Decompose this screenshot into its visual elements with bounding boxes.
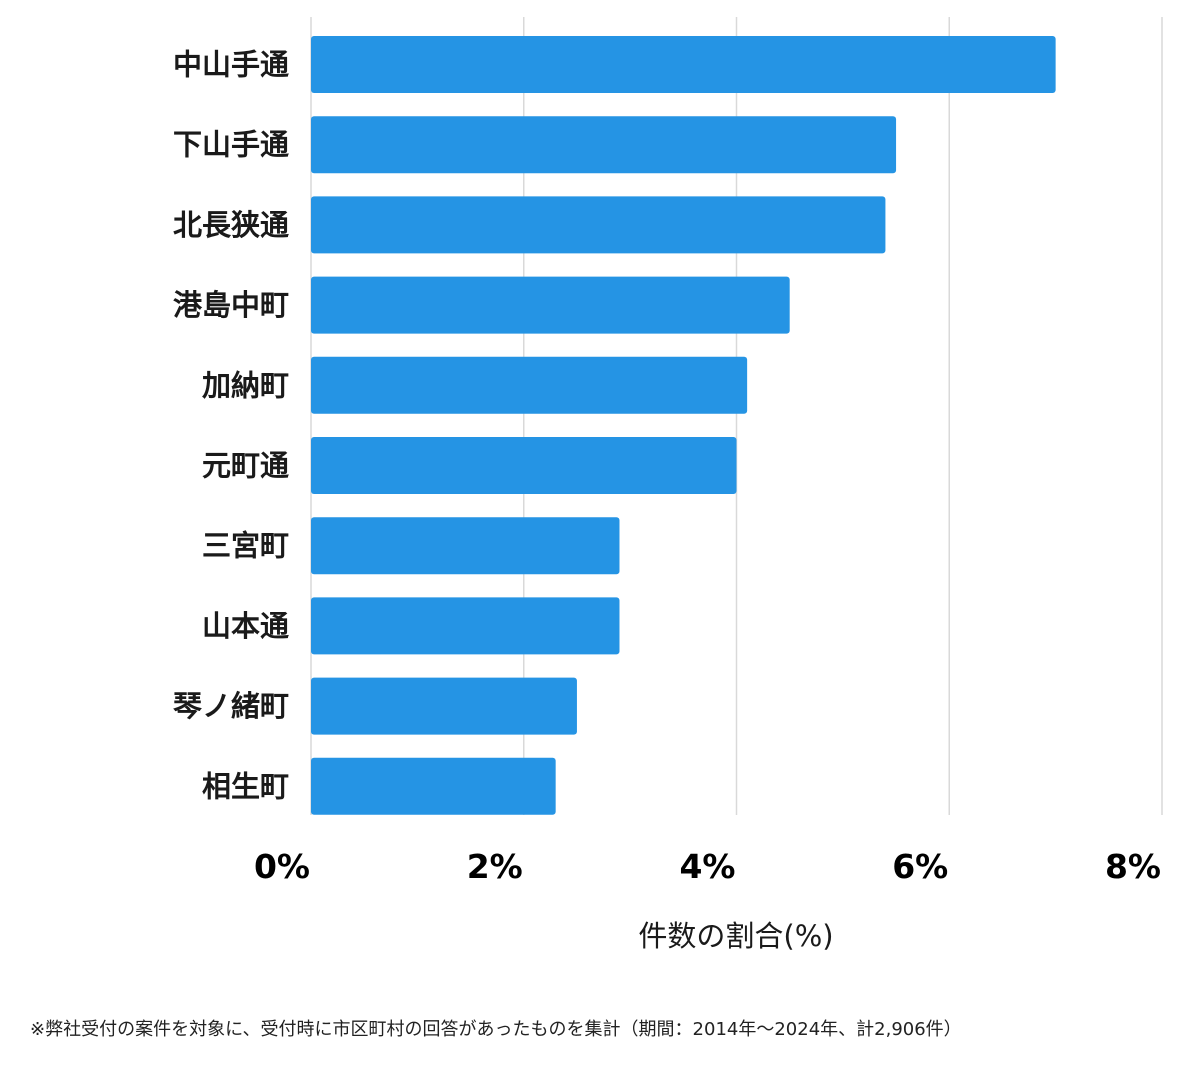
bar bbox=[311, 677, 577, 735]
category-label: 北長狭通 bbox=[173, 208, 289, 242]
x-tick-label: 0% bbox=[254, 847, 310, 886]
category-label: 港島中町 bbox=[173, 288, 289, 322]
x-tick-label: 4% bbox=[679, 847, 735, 886]
x-tick-label: 8% bbox=[1105, 847, 1161, 886]
bar bbox=[311, 356, 748, 414]
x-axis-title: 件数の割合(%) bbox=[638, 919, 833, 953]
category-label: 相生町 bbox=[202, 769, 289, 803]
category-label: 下山手通 bbox=[173, 128, 289, 162]
category-label: 山本通 bbox=[202, 609, 289, 643]
bar bbox=[311, 517, 620, 575]
bar bbox=[311, 116, 897, 174]
x-tick-label: 2% bbox=[467, 847, 523, 886]
category-label: 中山手通 bbox=[173, 48, 289, 82]
x-tick-labels: 0% 2% 4% 6% 8% bbox=[254, 847, 1161, 886]
bar bbox=[311, 276, 790, 334]
bar bbox=[311, 196, 886, 254]
bar bbox=[311, 36, 1056, 93]
category-label: 三宮町 bbox=[202, 529, 289, 563]
bar bbox=[311, 757, 556, 815]
category-label: 元町通 bbox=[202, 449, 289, 483]
bar bbox=[311, 437, 737, 494]
bar bbox=[311, 597, 620, 655]
bars bbox=[311, 36, 1056, 815]
category-label: 加納町 bbox=[202, 368, 289, 402]
footnote: ※弊社受付の案件を対象に、受付時に市区町村の回答があったものを集計（期間：201… bbox=[30, 1019, 962, 1040]
x-tick-label: 6% bbox=[892, 847, 948, 886]
category-label: 琴ノ緒町 bbox=[173, 689, 289, 723]
